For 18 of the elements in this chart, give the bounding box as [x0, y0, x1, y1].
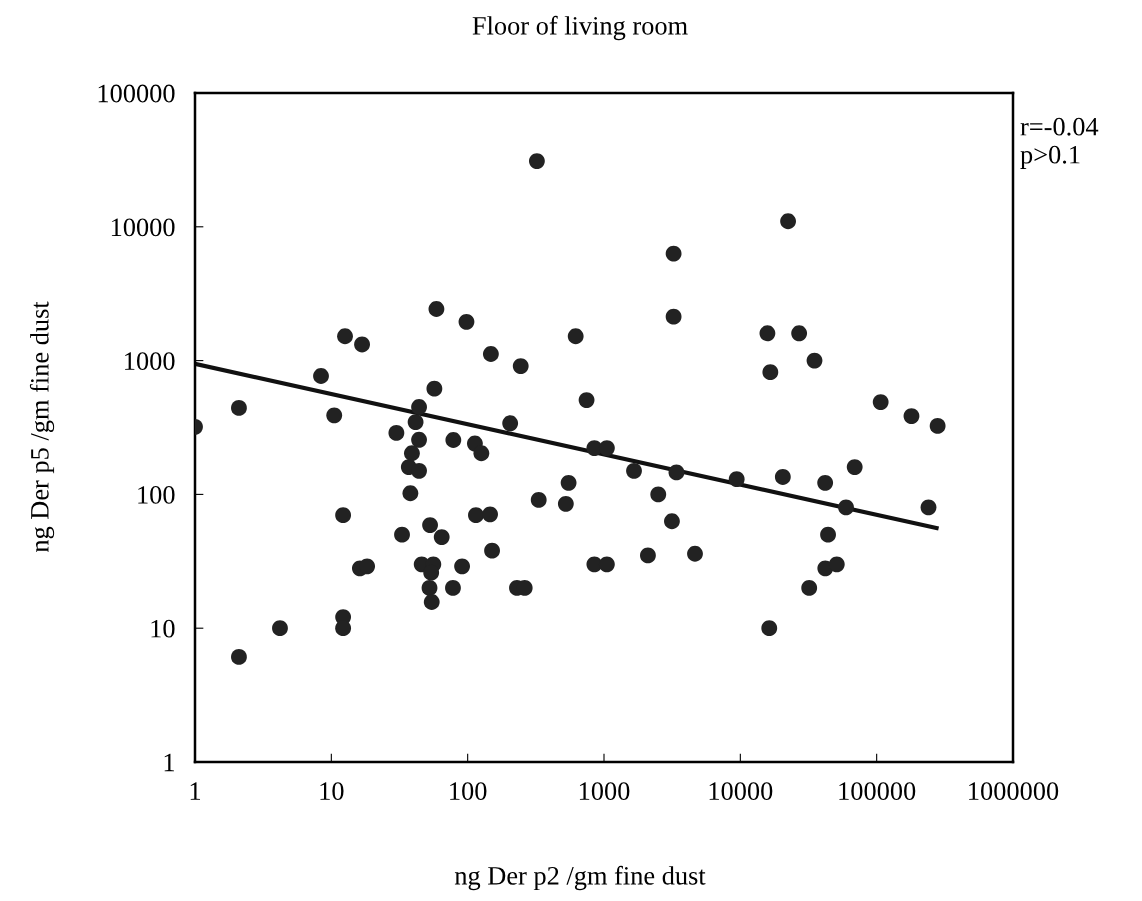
x-tick-label: 10 [320, 782, 344, 801]
y-tick-label: 10 [151, 619, 175, 638]
x-tick-label: 10000 [709, 782, 773, 801]
x-tick-label: 100000 [839, 782, 916, 801]
x-tick-label: 100 [450, 782, 487, 801]
text: r=-0.04 [1020, 117, 1099, 136]
y-tick-label: 100 [138, 486, 175, 504]
chart-title: Floor of living room [472, 15, 688, 41]
y-tick-label: 1000 [125, 352, 175, 371]
y-tick-label: 10000 [111, 218, 175, 237]
x-tick-label: 1000 [579, 782, 630, 801]
y-tick-label: 100000 [98, 84, 175, 103]
y-axis-title: ng Der p5 /gm fine dust [29, 301, 55, 553]
text: p>0.1 [1020, 145, 1080, 169]
x-tick-label: 1 [190, 782, 201, 800]
y-tick-label: 1 [164, 753, 174, 772]
x-axis-title: ng Der p2 /gm fine dust [454, 865, 706, 891]
x-tick-label: 1000000 [969, 782, 1059, 801]
